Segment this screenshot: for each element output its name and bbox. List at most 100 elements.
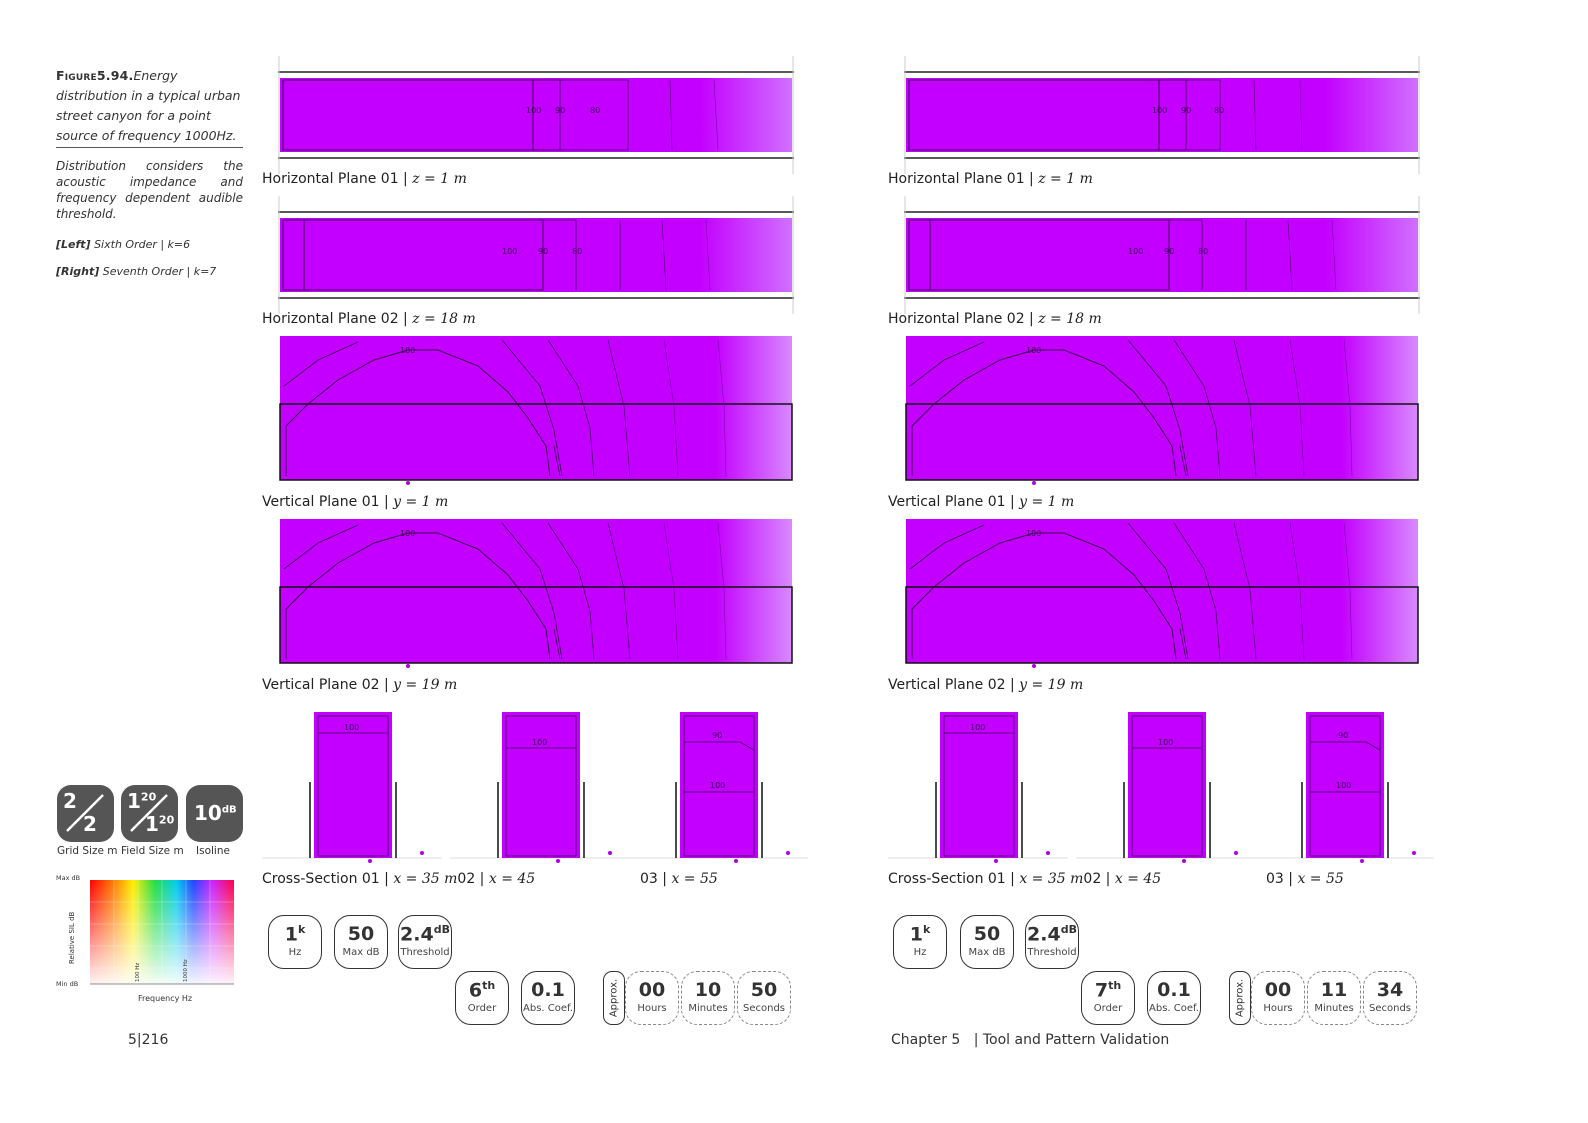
left-hp1-plot: 100 90 80 xyxy=(278,56,794,174)
grid-size-a: 2 xyxy=(63,789,77,813)
contour-60 xyxy=(713,79,719,151)
contour-outline xyxy=(683,715,755,857)
frequency-unit: Hz xyxy=(913,947,927,959)
color-legend-plot: Max dB Min dB Relative SIL dB Frequency … xyxy=(56,874,234,1003)
abs-coef-unit: Abs. Coef. xyxy=(523,1003,573,1014)
energy-field xyxy=(906,519,1418,663)
legend-grid xyxy=(90,880,234,984)
contour-50 xyxy=(1343,339,1353,477)
contour-90 xyxy=(1127,522,1189,660)
legend-y-label: Relative SIL dB xyxy=(68,911,76,964)
cross-section-01: 100 xyxy=(262,712,442,863)
threshold-unit: Threshold xyxy=(1027,947,1077,959)
approx-label: Approx. xyxy=(1234,978,1246,1018)
receiver-point xyxy=(1046,851,1050,855)
cs-name: 03 | xyxy=(640,871,667,887)
contour-label: 100 xyxy=(1158,738,1173,747)
cs-equation: x = 45 xyxy=(1114,871,1162,887)
right-horizontal-plane-02: 100 90 80 xyxy=(904,196,1420,314)
right-vp1-label: Vertical Plane 01 | y = 1 m xyxy=(888,494,1074,510)
contour-60 xyxy=(663,522,679,660)
cross-section-02: 100 xyxy=(450,712,630,863)
frequency-sup: k xyxy=(297,923,306,936)
max-db-value: 50 xyxy=(973,923,1001,945)
contour-50 xyxy=(717,522,727,660)
left-vp2-label: Vertical Plane 02 | y = 19 m xyxy=(262,677,457,693)
plane-equation: y = 19 m xyxy=(393,677,458,693)
left-vertical-plane-02: 100 xyxy=(278,519,794,671)
receiver-point xyxy=(608,851,612,855)
source-point xyxy=(556,859,560,863)
seconds-pill: 34 Seconds xyxy=(1363,971,1417,1025)
contour-label: 100 xyxy=(344,723,359,732)
threshold-sup: dB xyxy=(433,923,450,936)
caption-divider xyxy=(56,147,243,148)
minutes-pill: 11 Minutes xyxy=(1307,971,1361,1025)
left-horizontal-plane-01: 100 90 80 xyxy=(278,56,794,174)
plane-equation: z = 18 m xyxy=(1038,311,1102,327)
street-canyon-outline xyxy=(905,403,1419,481)
source-point xyxy=(994,859,998,863)
order-pill: 7th Order xyxy=(1081,971,1135,1025)
contour-80 xyxy=(547,522,595,660)
source-point xyxy=(368,859,372,863)
hours-pill: 00 Hours xyxy=(1251,971,1305,1025)
threshold-pill: 2.4dB Threshold xyxy=(1025,915,1079,969)
isoline-badge: 10dB xyxy=(186,785,243,842)
energy-field xyxy=(680,712,758,858)
contour-label: 100 xyxy=(1026,346,1041,355)
right-horizontal-plane-01: 100 90 80 xyxy=(904,56,1420,174)
contour-100 xyxy=(285,532,551,660)
field-size-label: Field Size m xyxy=(121,845,184,857)
contour-60 xyxy=(1299,79,1303,151)
seconds-unit: Seconds xyxy=(1368,1003,1411,1014)
frequency-pill: 1k Hz xyxy=(893,915,947,969)
contour-90 xyxy=(909,341,1187,477)
page-number: 5|216 xyxy=(128,1032,169,1048)
contour-90 xyxy=(1127,339,1189,477)
minutes-value: 11 xyxy=(1320,979,1348,1001)
chapter-footer: Chapter 5 | Tool and Pattern Validation xyxy=(891,1032,1169,1048)
field-size-b: 1 xyxy=(145,812,159,836)
energy-field xyxy=(906,218,1418,292)
hours-unit: Hours xyxy=(1263,1003,1293,1014)
plane-name: Vertical Plane 02 | xyxy=(888,677,1015,693)
left-horizontal-plane-02: 100 90 80 xyxy=(278,196,794,314)
plane-name: Horizontal Plane 01 | xyxy=(888,171,1034,187)
caption-body: Distribution considers the acoustic impe… xyxy=(56,159,243,221)
threshold-sup: dB xyxy=(1060,923,1077,936)
legend-right-text: Seventh Order | k=7 xyxy=(102,265,217,278)
cs-equation: x = 35 m xyxy=(393,871,458,887)
energy-field xyxy=(280,218,792,292)
contour-label: 80 xyxy=(1214,106,1224,115)
order-sup: th xyxy=(482,979,496,992)
contour-90 xyxy=(501,522,563,660)
right-hp2-label: Horizontal Plane 02 | z = 18 m xyxy=(888,311,1102,327)
max-db-pill: 50 Max dB xyxy=(334,915,388,969)
source-point xyxy=(406,481,410,485)
cross-section-03: 90 100 xyxy=(628,712,808,863)
field-size-a-sup: 20 xyxy=(140,790,157,804)
cs-equation: x = 55 xyxy=(671,871,718,887)
legend-left-tag: [Left] xyxy=(56,238,91,251)
contour-label: 90 xyxy=(555,106,565,115)
cs-name: 03 | xyxy=(1266,871,1293,887)
abs-coef-pill: 0.1 Abs. Coef. xyxy=(521,971,575,1025)
contour-outline xyxy=(505,715,577,857)
order-unit: Order xyxy=(467,1003,497,1015)
plane-name: Vertical Plane 01 | xyxy=(888,494,1015,510)
color-legend: Max dB Min dB Relative SIL dB Frequency … xyxy=(56,872,246,1012)
right-cs-labels: Cross-Section 01 | x = 35 m02 | x = 45 xyxy=(888,871,1161,887)
cs-name: Cross-Section 01 | xyxy=(888,871,1015,887)
street-canyon-outline xyxy=(279,403,793,481)
cross-section-03: 90 100 xyxy=(1254,712,1434,863)
abs-coef-unit: Abs. Coef. xyxy=(1149,1003,1199,1014)
slash-icon xyxy=(66,794,104,832)
left-cs3-label: 03 | x = 55 xyxy=(640,871,718,887)
cs-equation: x = 45 xyxy=(488,871,536,887)
cross-section-01: 100 xyxy=(888,712,1068,863)
plane-name: Horizontal Plane 02 | xyxy=(262,311,408,327)
receiver-point xyxy=(1234,851,1238,855)
contour-label: 100 xyxy=(532,738,547,747)
contour-label: 100 xyxy=(526,106,541,115)
